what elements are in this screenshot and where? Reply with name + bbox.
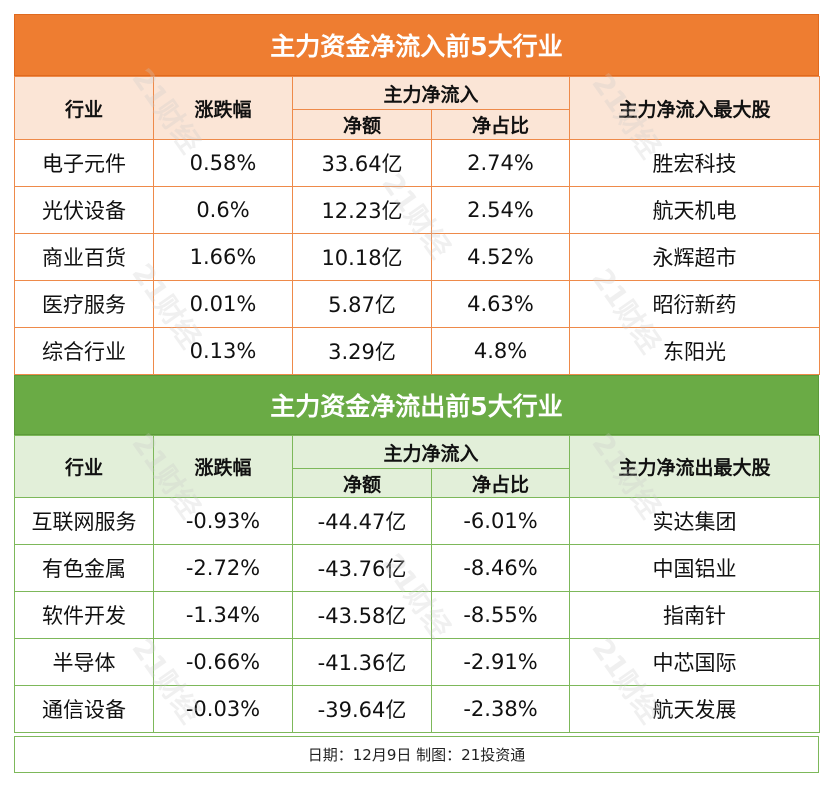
col-header-industry: 行业 bbox=[14, 76, 154, 140]
stock-cell: 东阳光 bbox=[569, 327, 821, 375]
col-header-amount: 净额 bbox=[292, 109, 432, 140]
amount-cell: -39.64亿 bbox=[292, 685, 432, 733]
col-header-top-stock: 主力净流入最大股 bbox=[569, 76, 821, 140]
industry-cell: 通信设备 bbox=[14, 685, 154, 733]
inflow-section: 主力资金净流入前5大行业 行业 涨跌幅 主力净流入 主力净流入最大股 净额 净占… bbox=[14, 14, 821, 375]
stock-cell: 胜宏科技 bbox=[569, 139, 821, 187]
col-header-amount: 净额 bbox=[292, 468, 432, 498]
change-cell: 0.6% bbox=[153, 186, 293, 234]
change-cell: -2.72% bbox=[153, 544, 293, 592]
stock-cell: 航天机电 bbox=[569, 186, 821, 234]
col-header-change: 涨跌幅 bbox=[153, 435, 293, 498]
change-cell: 0.01% bbox=[153, 280, 293, 328]
amount-cell: 10.18亿 bbox=[292, 233, 432, 281]
col-header-net-inflow: 主力净流入 bbox=[291, 76, 571, 110]
inflow-table: 行业 涨跌幅 主力净流入 主力净流入最大股 净额 净占比 电子元件 0.58% … bbox=[14, 76, 821, 375]
amount-cell: 12.23亿 bbox=[292, 186, 432, 234]
footer-credit: 日期：12月9日 制图：21投资通 bbox=[14, 736, 819, 773]
col-header-change: 涨跌幅 bbox=[153, 76, 293, 140]
industry-cell: 光伏设备 bbox=[14, 186, 154, 234]
table-row: 光伏设备 0.6% 12.23亿 2.54% 航天机电 bbox=[14, 186, 821, 234]
outflow-section: 主力资金净流出前5大行业 行业 涨跌幅 主力净流入 主力净流出最大股 净额 净占… bbox=[14, 375, 821, 733]
stock-cell: 中国铝业 bbox=[569, 544, 821, 592]
outflow-table: 行业 涨跌幅 主力净流入 主力净流出最大股 净额 净占比 互联网服务 -0.93… bbox=[14, 435, 821, 733]
amount-cell: -41.36亿 bbox=[292, 638, 432, 686]
ratio-cell: -2.91% bbox=[430, 638, 571, 686]
stock-cell: 实达集团 bbox=[569, 497, 821, 545]
table-row: 软件开发 -1.34% -43.58亿 -8.55% 指南针 bbox=[14, 591, 821, 639]
industry-cell: 商业百货 bbox=[14, 233, 154, 281]
ratio-cell: 4.63% bbox=[430, 280, 571, 328]
change-cell: 1.66% bbox=[153, 233, 293, 281]
amount-cell: -44.47亿 bbox=[292, 497, 432, 545]
industry-cell: 医疗服务 bbox=[14, 280, 154, 328]
ratio-cell: -6.01% bbox=[430, 497, 571, 545]
col-header-ratio: 净占比 bbox=[430, 109, 571, 140]
change-cell: -1.34% bbox=[153, 591, 293, 639]
amount-cell: 3.29亿 bbox=[292, 327, 432, 375]
col-header-top-stock: 主力净流出最大股 bbox=[569, 435, 821, 498]
industry-cell: 软件开发 bbox=[14, 591, 154, 639]
ratio-cell: 2.74% bbox=[430, 139, 571, 187]
industry-cell: 半导体 bbox=[14, 638, 154, 686]
table-row: 医疗服务 0.01% 5.87亿 4.63% 昭衍新药 bbox=[14, 280, 821, 328]
ratio-cell: 2.54% bbox=[430, 186, 571, 234]
stock-cell: 中芯国际 bbox=[569, 638, 821, 686]
stock-cell: 指南针 bbox=[569, 591, 821, 639]
table-row: 电子元件 0.58% 33.64亿 2.74% 胜宏科技 bbox=[14, 139, 821, 187]
table-row: 互联网服务 -0.93% -44.47亿 -6.01% 实达集团 bbox=[14, 497, 821, 545]
inflow-title: 主力资金净流入前5大行业 bbox=[14, 14, 819, 76]
ratio-cell: -8.55% bbox=[430, 591, 571, 639]
change-cell: 0.13% bbox=[153, 327, 293, 375]
industry-cell: 互联网服务 bbox=[14, 497, 154, 545]
industry-cell: 综合行业 bbox=[14, 327, 154, 375]
stock-cell: 航天发展 bbox=[569, 685, 821, 733]
amount-cell: -43.58亿 bbox=[292, 591, 432, 639]
table-row: 通信设备 -0.03% -39.64亿 -2.38% 航天发展 bbox=[14, 685, 821, 733]
change-cell: 0.58% bbox=[153, 139, 293, 187]
table-row: 综合行业 0.13% 3.29亿 4.8% 东阳光 bbox=[14, 327, 821, 375]
amount-cell: 33.64亿 bbox=[292, 139, 432, 187]
col-header-net-inflow: 主力净流入 bbox=[291, 435, 571, 469]
ratio-cell: 4.52% bbox=[430, 233, 571, 281]
amount-cell: -43.76亿 bbox=[292, 544, 432, 592]
table-row: 半导体 -0.66% -41.36亿 -2.91% 中芯国际 bbox=[14, 638, 821, 686]
ratio-cell: -2.38% bbox=[430, 685, 571, 733]
outflow-title: 主力资金净流出前5大行业 bbox=[14, 375, 819, 435]
change-cell: -0.93% bbox=[153, 497, 293, 545]
industry-cell: 有色金属 bbox=[14, 544, 154, 592]
change-cell: -0.03% bbox=[153, 685, 293, 733]
table-row: 有色金属 -2.72% -43.76亿 -8.46% 中国铝业 bbox=[14, 544, 821, 592]
col-header-industry: 行业 bbox=[14, 435, 154, 498]
industry-cell: 电子元件 bbox=[14, 139, 154, 187]
change-cell: -0.66% bbox=[153, 638, 293, 686]
amount-cell: 5.87亿 bbox=[292, 280, 432, 328]
ratio-cell: -8.46% bbox=[430, 544, 571, 592]
stock-cell: 永辉超市 bbox=[569, 233, 821, 281]
table-row: 商业百货 1.66% 10.18亿 4.52% 永辉超市 bbox=[14, 233, 821, 281]
col-header-ratio: 净占比 bbox=[430, 468, 571, 498]
stock-cell: 昭衍新药 bbox=[569, 280, 821, 328]
ratio-cell: 4.8% bbox=[430, 327, 571, 375]
